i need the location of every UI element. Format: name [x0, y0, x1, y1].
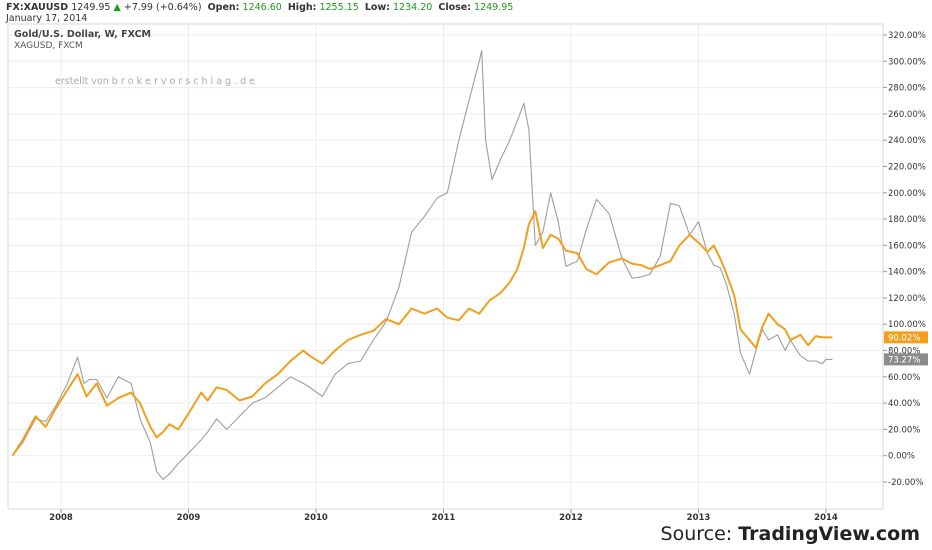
series-line-xagusd	[12, 50, 833, 480]
source-brand[interactable]: TradingView.com	[738, 523, 920, 545]
y-tick-label: 0.00%	[888, 452, 915, 462]
x-tick-label: 2013	[687, 513, 711, 523]
high-value: 1255.15	[319, 2, 359, 13]
x-tick-label: 2009	[177, 513, 201, 523]
x-tick-label: 2011	[432, 513, 456, 523]
low-label: Low:	[364, 2, 390, 13]
y-tick-label: 160.00%	[888, 241, 926, 251]
y-tick-label: 120.00%	[888, 294, 926, 304]
y-tick-label: 180.00%	[888, 215, 926, 225]
y-tick-label: 20.00%	[888, 425, 920, 435]
y-tick-label: 140.00%	[888, 268, 926, 278]
x-tick-label: 2012	[559, 513, 583, 523]
y-tick-label: 240.00%	[888, 136, 926, 146]
y-tick-label: 60.00%	[888, 373, 920, 383]
high-label: High:	[287, 2, 317, 13]
last-value-badges: 90.02% 73.27%	[884, 331, 928, 366]
y-axis: 320.00% 300.00% 280.00% 260.00% 240.00% 220.0…	[883, 31, 926, 488]
symbol-header: FX:XAUUSD 1249.95 ▲ +7.99 (+0.64%) Open:…	[6, 2, 513, 13]
y-tick-label: -20.00%	[888, 478, 923, 488]
x-tick-label: 2008	[49, 513, 73, 523]
symbol-name[interactable]: FX:XAUUSD	[6, 2, 69, 13]
series-layer	[11, 50, 833, 480]
open-label: Open:	[207, 2, 240, 13]
price-change: +7.99 (+0.64%)	[123, 2, 202, 13]
last-value-label: 90.02%	[888, 333, 920, 343]
source-credit: Source: TradingView.com	[661, 523, 920, 545]
y-tick-label: 40.00%	[888, 399, 920, 409]
close-value: 1249.95	[474, 2, 514, 13]
plot-area	[7, 23, 884, 510]
y-tick-label: 220.00%	[888, 162, 926, 172]
y-tick-label: 200.00%	[888, 189, 926, 199]
x-tick-label: 2014	[814, 513, 838, 523]
watermark-text: erstellt von b r o k e r v o r s c h l a…	[55, 76, 255, 87]
last-value-label: 73.27%	[888, 355, 920, 365]
y-tick-label: 260.00%	[888, 110, 926, 120]
grid	[8, 24, 883, 509]
y-tick-label: 320.00%	[888, 31, 926, 41]
x-axis: 2008 2009 2010 2011 2012 2013 2014	[49, 509, 838, 523]
close-label: Close:	[438, 2, 471, 13]
open-value: 1246.60	[242, 2, 282, 13]
last-price: 1249.95	[71, 2, 111, 13]
low-value: 1234.20	[393, 2, 433, 13]
y-tick-label: 80.00%	[888, 347, 920, 357]
last-value-badge	[884, 353, 928, 366]
change-up-icon: ▲	[113, 2, 121, 13]
header-date: January 17, 2014	[6, 13, 88, 24]
last-value-badge	[884, 331, 928, 344]
series-line-xauusd	[11, 210, 833, 457]
chart-title: Gold/U.S. Dollar, W, FXCM	[14, 29, 151, 40]
y-tick-label: 300.00%	[888, 57, 926, 67]
y-tick-label: 100.00%	[888, 320, 926, 330]
y-tick-label: 280.00%	[888, 84, 926, 94]
compare-symbol-label: XAGUSD, FXCM	[14, 41, 83, 51]
source-prefix: Source:	[660, 523, 739, 545]
x-tick-label: 2010	[304, 513, 328, 523]
